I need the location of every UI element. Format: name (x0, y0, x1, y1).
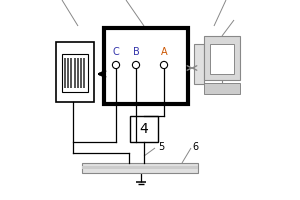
Bar (62, 54, 88, 92)
Text: 4: 4 (140, 122, 148, 136)
Bar (194, 44, 204, 84)
Bar (56, 42, 94, 102)
Bar (130, 116, 158, 142)
Text: C: C (112, 47, 119, 57)
Bar (104, 28, 188, 104)
Bar (82, 166, 198, 169)
Bar (204, 36, 240, 80)
Text: B: B (133, 47, 140, 57)
Bar (82, 163, 198, 173)
Text: 5: 5 (158, 142, 164, 152)
Bar (204, 83, 240, 94)
Text: A: A (161, 47, 167, 57)
Text: 6: 6 (192, 142, 198, 152)
Bar (210, 44, 234, 74)
